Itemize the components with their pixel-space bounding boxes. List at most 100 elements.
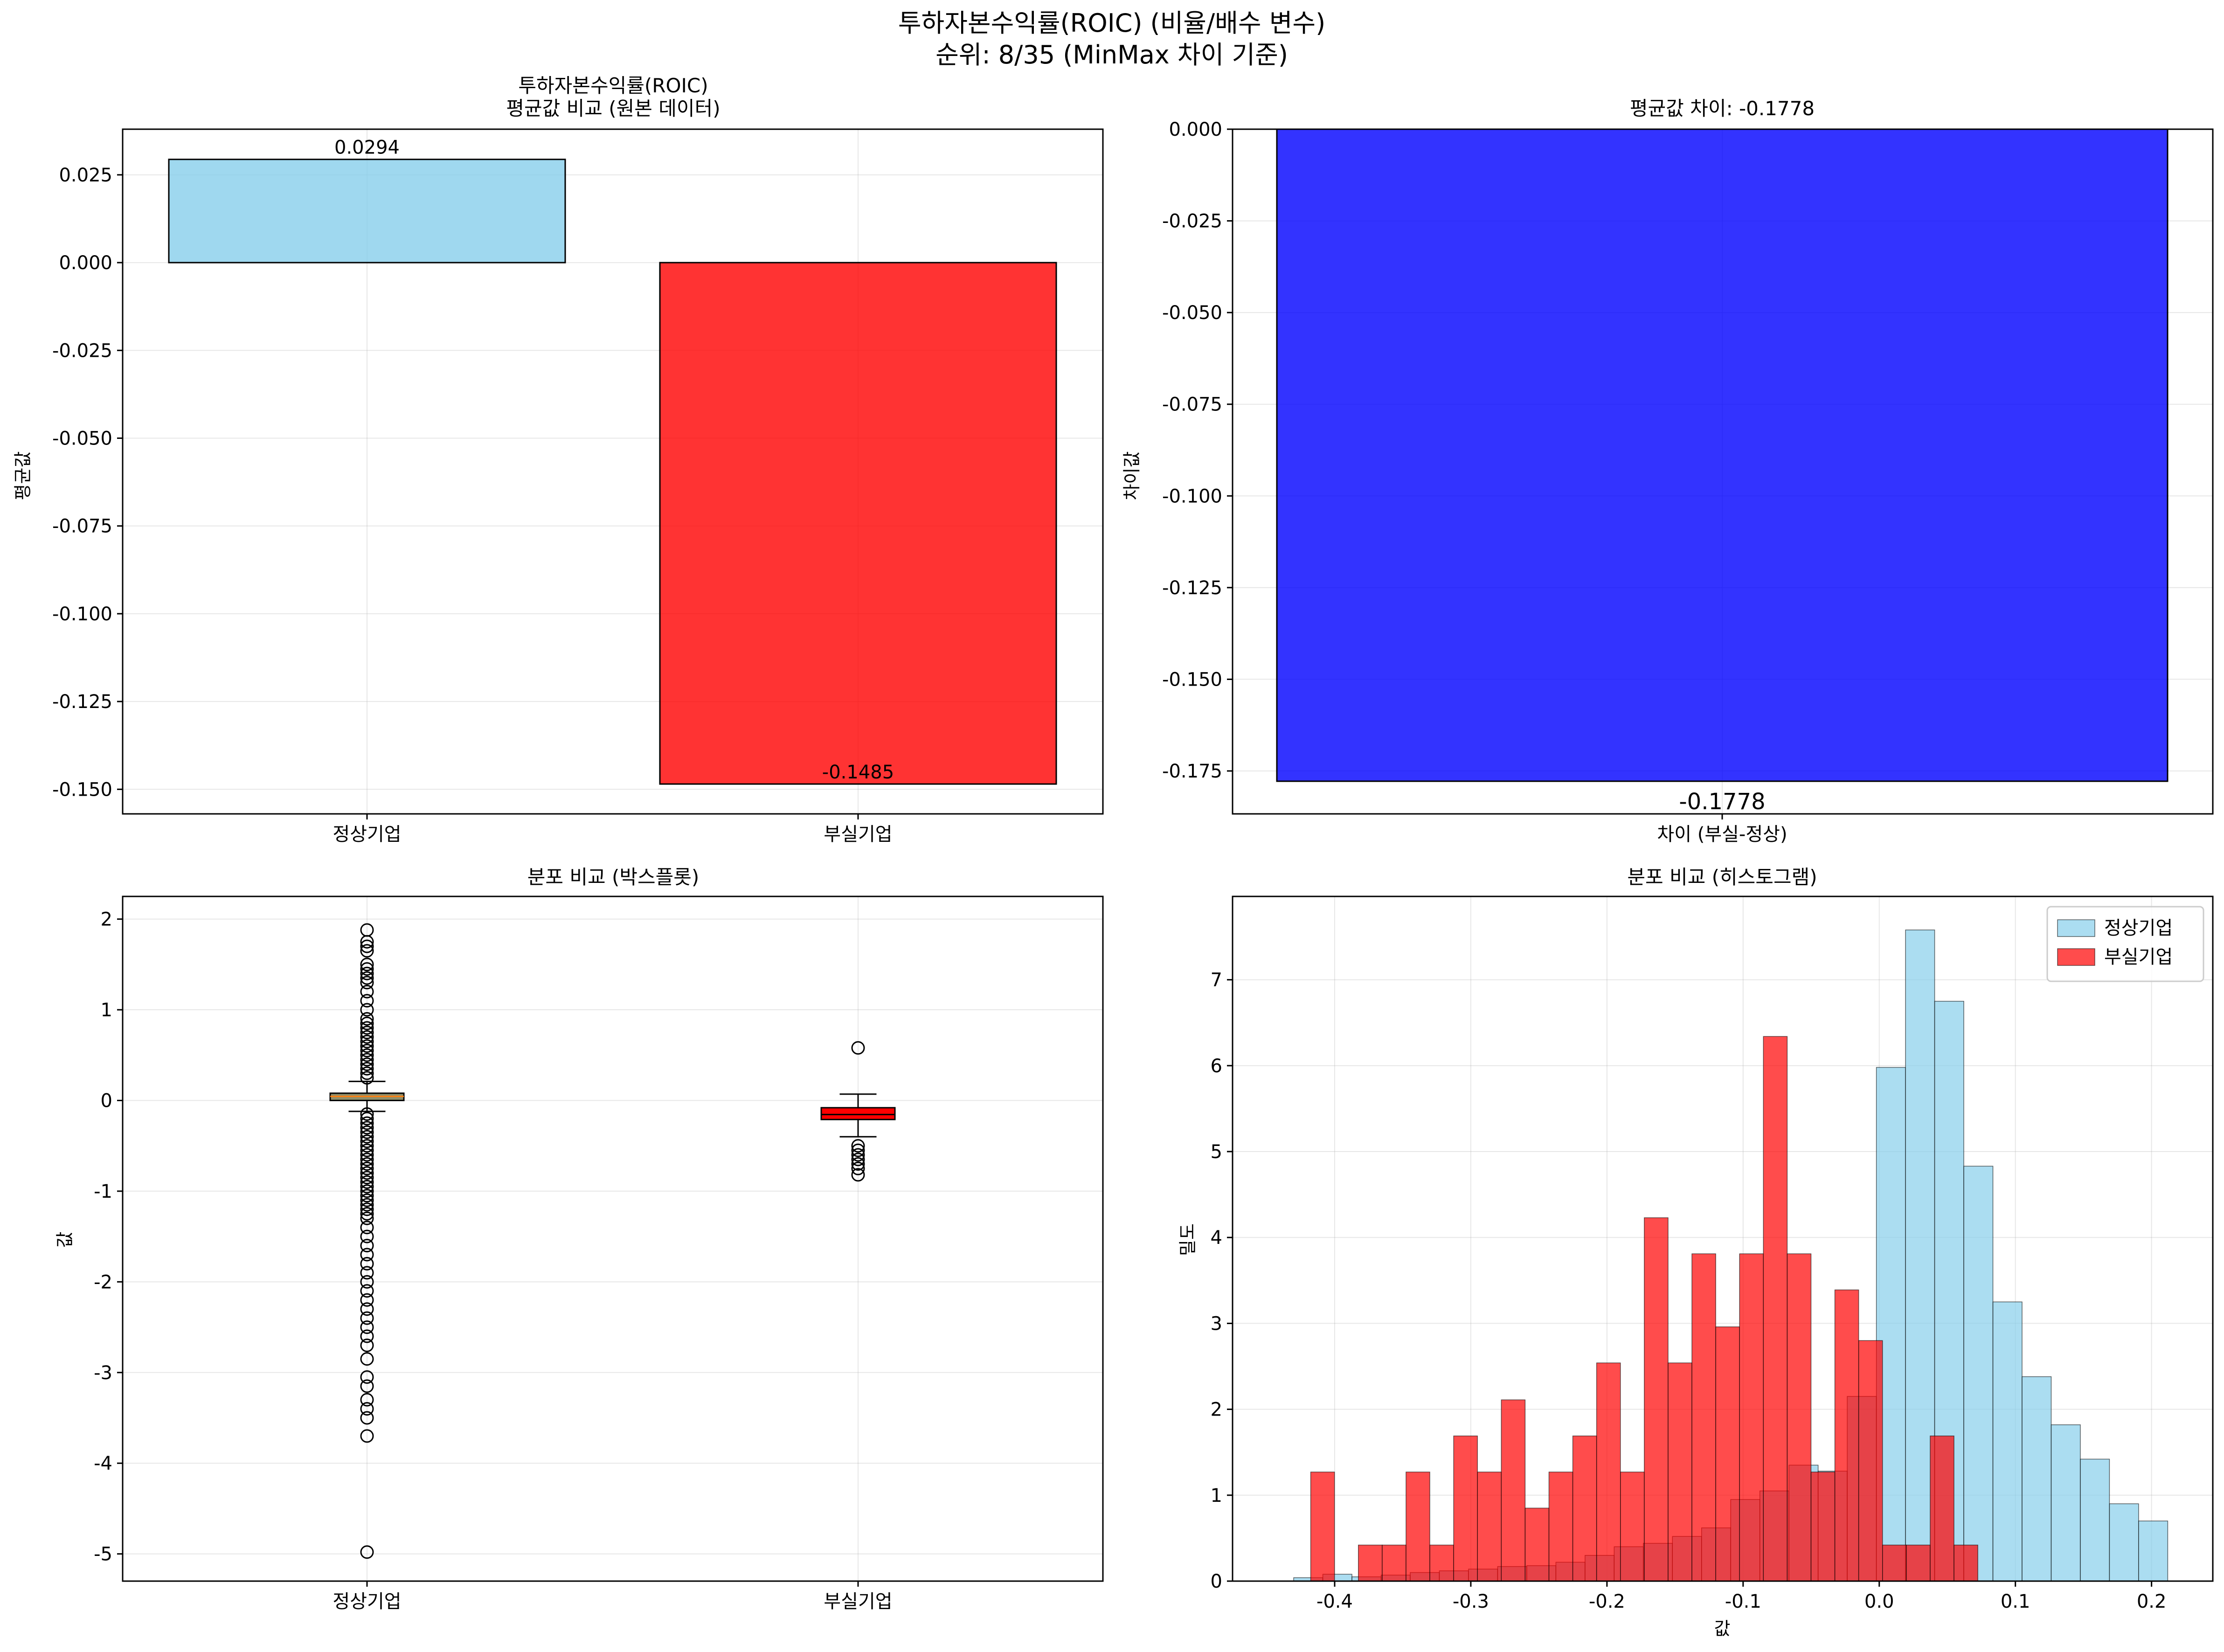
boxplot-x-tick-label: 정상기업	[333, 1591, 401, 1612]
boxplot-y-tick-label: -1	[94, 1181, 112, 1202]
box-outlier	[851, 1139, 865, 1153]
histogram-y-tick-label: 1	[1211, 1485, 1222, 1506]
histogram-bar	[1524, 1507, 1550, 1582]
box-outlier	[360, 1275, 374, 1289]
box-outlier	[360, 1193, 374, 1207]
histogram-bar	[1453, 1435, 1478, 1582]
histogram-legend-label: 부실기업	[2104, 946, 2173, 968]
histogram-frame	[1232, 895, 2214, 1582]
boxplot-frame	[122, 895, 1104, 1582]
histogram-bar	[1858, 1340, 1883, 1582]
mean-comparison-x-tick-label: 정상기업	[333, 824, 401, 845]
mean-difference-ylabel: 차이값	[1122, 451, 1142, 500]
box-outlier	[360, 1329, 374, 1343]
box-outlier	[360, 1016, 374, 1030]
histogram-y-tick-label: 3	[1211, 1313, 1222, 1334]
histogram-bar	[1787, 1253, 1812, 1582]
histogram-bar	[1596, 1362, 1621, 1582]
histogram-x-tick-label: 0.0	[1864, 1591, 1894, 1612]
mean-comparison-y-tick-label: -0.100	[52, 604, 112, 625]
box-outlier	[360, 1048, 374, 1062]
box-outlier	[360, 1402, 374, 1416]
box-outlier	[360, 1198, 374, 1212]
box-outlier	[360, 1266, 374, 1280]
box-outlier	[360, 1211, 374, 1225]
histogram-ylabel: 밀도	[1178, 1223, 1198, 1256]
box-outlier	[360, 1411, 374, 1425]
box-outlier	[851, 1157, 865, 1171]
histogram-bar	[1406, 1472, 1430, 1582]
box-outlier	[360, 971, 374, 985]
histogram-bar	[1739, 1253, 1764, 1582]
mean-comparison-y-tick-label: -0.075	[52, 516, 112, 537]
histogram-title: 분포 비교 (히스토그램)	[1627, 866, 1817, 888]
histogram-bar	[1992, 1301, 2023, 1582]
histogram-bar	[1358, 1544, 1383, 1582]
mean-comparison-y-tick-label: 0.000	[59, 252, 112, 274]
histogram-x-tick-label: -0.4	[1316, 1591, 1353, 1612]
box-outlier	[360, 1107, 374, 1121]
histogram-x-tick-label: -0.1	[1725, 1591, 1761, 1612]
histogram-bar	[1620, 1472, 1645, 1582]
box-outlier	[360, 1148, 374, 1162]
box-outlier	[360, 1062, 374, 1076]
histogram-bar	[2080, 1458, 2110, 1582]
histogram-y-tick-label: 5	[1211, 1141, 1222, 1163]
histogram-legend-swatch	[2057, 919, 2095, 937]
box-outlier	[851, 1168, 865, 1182]
box-outlier	[360, 1202, 374, 1216]
box-outlier	[360, 1379, 374, 1393]
box-outlier	[360, 1311, 374, 1325]
mean-difference-chart: 평균값 차이: -0.1778 차이값 -0.175 -0.150 -0.125 -0…	[1122, 97, 2214, 845]
box-outlier	[851, 1161, 865, 1175]
mean-difference-y-tick-label: 0.000	[1169, 119, 1222, 140]
box-outlier	[360, 1053, 374, 1067]
boxplot-x-tick-label: 부실기업	[824, 1591, 892, 1612]
histogram-y-tick-label: 4	[1211, 1227, 1222, 1249]
histogram-y-tick-label: 0	[1211, 1571, 1222, 1592]
histogram-bar	[1963, 1166, 1994, 1582]
box-outlier	[360, 1152, 374, 1166]
histogram-legend-label: 정상기업	[2104, 917, 2173, 939]
histogram-bar	[2022, 1376, 2052, 1582]
figure-title-line1: 투하자본수익률(ROIC) (비율/배수 변수)	[898, 8, 1325, 38]
box-iqr	[820, 1107, 896, 1120]
box-outlier	[360, 1207, 374, 1221]
mean-difference-y-tick-label: -0.100	[1162, 486, 1222, 507]
mean-difference-y-tick-label: -0.075	[1162, 394, 1222, 416]
box-outlier	[360, 1039, 374, 1053]
box-outlier	[360, 1021, 374, 1035]
box-outlier	[360, 1393, 374, 1407]
box-outlier	[360, 1125, 374, 1139]
box-outlier	[360, 1180, 374, 1194]
histogram-bar	[1644, 1217, 1669, 1582]
box-outlier	[360, 1161, 374, 1175]
mean-comparison-y-tick-label: -0.025	[52, 340, 112, 361]
histogram-y-tick-label: 7	[1211, 970, 1222, 991]
mean-comparison-y-tick-label: 0.025	[59, 165, 112, 186]
box-outlier	[360, 1189, 374, 1203]
box-outlier	[360, 1111, 374, 1125]
difference-value-label: -0.1778	[1679, 789, 1765, 815]
histogram-bar	[1930, 1435, 1954, 1582]
mean-difference-frame	[1232, 128, 2214, 815]
mean-comparison-chart: 투하자본수익률(ROIC) 평균값 비교 (원본 데이터) 평균값 -0.150…	[13, 74, 1104, 845]
histogram-x-tick-label: 0.1	[2001, 1591, 2030, 1612]
box-outlier	[360, 1071, 374, 1085]
box-outlier	[360, 1302, 374, 1316]
histogram-bar	[2109, 1503, 2139, 1582]
boxplot-chart: 분포 비교 (박스플롯) 값 -5 -4 -3 -2 -1 0 1 2 정상기업 부실기업	[55, 866, 1104, 1612]
box-outlier	[360, 1171, 374, 1185]
histogram-x-tick-label: 0.2	[2137, 1591, 2167, 1612]
mean-difference-y-tick-label: -0.150	[1162, 669, 1222, 690]
histogram-bar	[1548, 1472, 1573, 1582]
box-outlier	[360, 1429, 374, 1443]
mean-comparison-title-line2: 평균값 비교 (원본 데이터)	[506, 97, 720, 120]
mean-difference-x-tick-label: 차이 (부실-정상)	[1657, 824, 1787, 845]
box-outlier	[360, 976, 374, 990]
box-outlier	[360, 1057, 374, 1071]
histogram-bar	[1906, 1544, 1931, 1582]
histogram-bar	[1572, 1435, 1597, 1582]
box-outlier	[360, 939, 374, 953]
box-outlier	[360, 994, 374, 1008]
